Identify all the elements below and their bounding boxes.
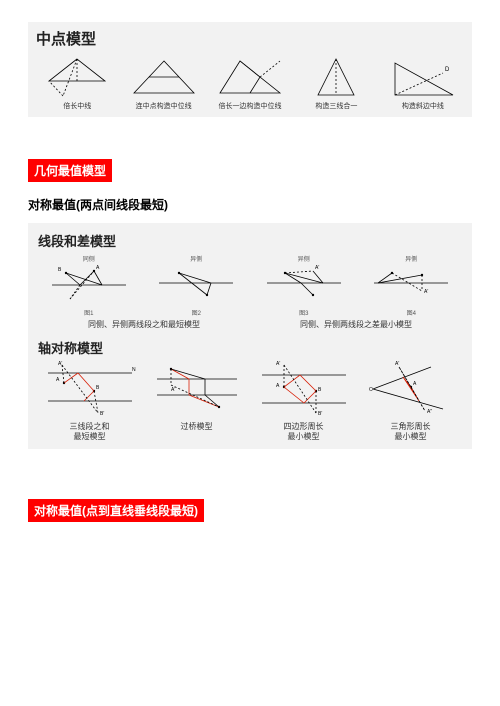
bcap-1a: 过桥模型 [145,422,248,432]
segment-sum-diff-block: 线段和差模型 同侧 B A [28,223,472,449]
pair-cap-0: 同侧、异侧两线段之和最短模型 [38,319,250,330]
qlabel-0: 同侧 [38,254,140,263]
svg-text:B: B [96,385,100,391]
block1-title: 中点模型 [36,28,464,49]
qlabel-2: 异侧 [253,254,355,263]
figlabel-0: 图1 [38,308,140,317]
cell-2: 倍长一边构造中位线 [209,55,291,111]
svg-text:A: A [276,383,280,389]
diagram-extend-side [214,55,286,99]
qcell-3: 异侧 A' 图4 [361,254,463,317]
fig4: A' [368,263,454,303]
cell-4: D 构造斜边中线 [382,55,464,111]
block2-title1: 线段和差模型 [38,231,462,250]
diagram-three-lines [300,55,372,99]
redtag-point-to-line: 对称最值(点到直线垂线段最短) [28,499,204,522]
svg-text:A': A' [395,361,399,367]
triangle-perimeter: A' A'' O A [363,361,459,417]
bcap-0a: 三线段之和 [38,422,141,432]
qcell-0: 同侧 B A 图1 [38,254,140,317]
svg-text:O: O [369,387,373,393]
svg-text:A': A' [171,387,175,393]
qcell-1: 异侧 图2 [146,254,248,317]
block1-row: 倍长中线 连中点构造中位线 [36,55,464,111]
subhead-symmetry-two-points: 对称最值(两点间线段最短) [28,196,472,213]
svg-text:A: A [96,265,100,271]
diagram-double-median [41,55,113,99]
bridge-model: A' [149,361,245,417]
svg-text:B: B [318,387,322,393]
svg-text:N: N [132,367,136,373]
bcap-2b: 最小模型 [252,432,355,442]
figlabel-1: 图2 [146,308,248,317]
cell-1: 连中点构造中位线 [122,55,204,111]
cap-3: 构造三线合一 [295,101,377,111]
bcell-0: N A B A' B' 三线段之和 最短模型 [38,361,141,441]
svg-text:A: A [56,377,60,383]
svg-text:A': A' [424,289,428,295]
fig3: A' [261,263,347,303]
bcap-3a: 三角形周长 [359,422,462,432]
figlabel-3: 图4 [361,308,463,317]
svg-text:D: D [445,67,450,73]
block2-title2: 轴对称模型 [38,338,462,357]
svg-text:B: B [58,267,62,273]
bcap-2a: 四边形周长 [252,422,355,432]
svg-text:B': B' [318,411,322,417]
cap-0: 倍长中线 [36,101,118,111]
cell-3: 构造三线合一 [295,55,377,111]
svg-text:A': A' [315,265,319,271]
bcell-1: A' 过桥模型 [145,361,248,441]
pair-cap-1: 同侧、异侧两线段之差最小模型 [250,319,462,330]
cap-2: 倍长一边构造中位线 [209,101,291,111]
block2-top-row: 同侧 B A 图1 [38,254,462,317]
bcap-0b: 最短模型 [38,432,141,442]
svg-text:A: A [413,381,417,387]
qcell-2: 异侧 A' 图3 [253,254,355,317]
redtag-geometry-extremum: 几何最值模型 [28,159,112,182]
block2-pair-captions: 同侧、异侧两线段之和最短模型 同侧、异侧两线段之差最小模型 [38,319,462,330]
diagram-midsegment [128,55,200,99]
bcell-3: A' A'' O A 三角形周长 最小模型 [359,361,462,441]
diagram-hypotenuse-median: D [387,55,459,99]
block2-bottom-row: N A B A' B' 三线段之和 最短模型 [38,361,462,441]
fig2 [153,263,239,303]
svg-text:A': A' [58,361,62,367]
svg-text:A': A' [276,361,280,367]
bcell-2: A' B' A B 四边形周长 最小模型 [252,361,355,441]
cap-4: 构造斜边中线 [382,101,464,111]
three-segment-sum: N A B A' B' [42,361,138,417]
fig1: B A [46,263,132,303]
bcap-3b: 最小模型 [359,432,462,442]
figlabel-2: 图3 [253,308,355,317]
qlabel-1: 异侧 [146,254,248,263]
svg-text:A'': A'' [427,409,432,415]
quadrilateral-perimeter: A' B' A B [256,361,352,417]
svg-text:B': B' [100,411,104,417]
cell-0: 倍长中线 [36,55,118,111]
cap-1: 连中点构造中位线 [122,101,204,111]
midpoint-model-block: 中点模型 倍长中线 [28,22,472,117]
qlabel-3: 异侧 [361,254,463,263]
